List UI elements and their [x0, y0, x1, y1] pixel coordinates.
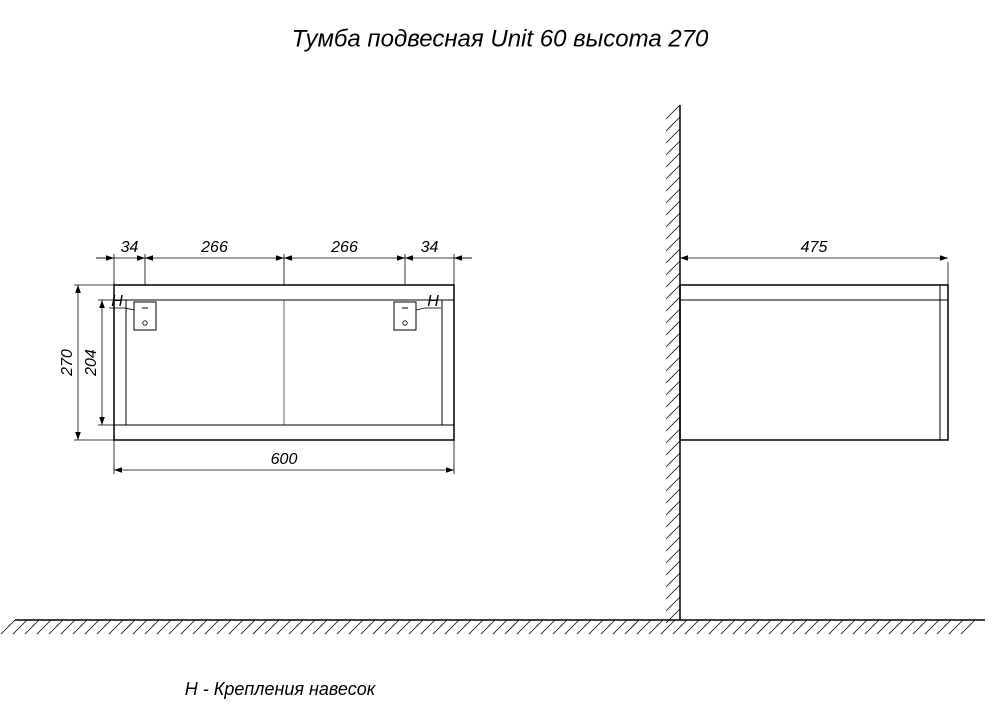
svg-text:34: 34: [421, 239, 439, 256]
svg-text:266: 266: [200, 239, 228, 256]
front-view: [114, 285, 454, 440]
svg-text:270: 270: [59, 349, 76, 377]
svg-text:266: 266: [330, 239, 358, 256]
svg-text:600: 600: [271, 451, 298, 468]
svg-text:34: 34: [121, 239, 139, 256]
svg-text:204: 204: [83, 349, 100, 377]
svg-text:475: 475: [801, 239, 828, 256]
drawing-title: Тумба подвесная Unit 60 высота 270: [292, 25, 709, 52]
side-view: [666, 105, 948, 623]
legend-text: Н - Крепления навесок: [185, 679, 377, 699]
